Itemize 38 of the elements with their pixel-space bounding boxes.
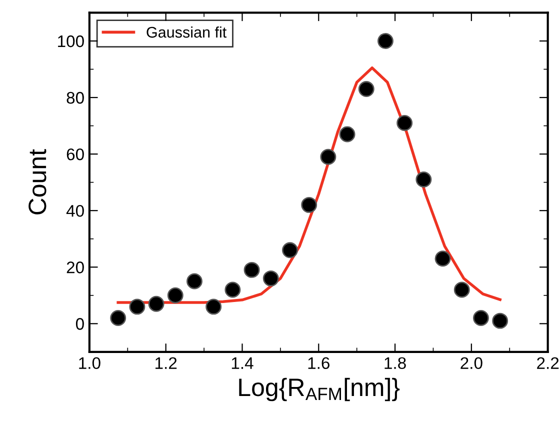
point [244, 262, 260, 278]
x-tick-label: 1.0 [79, 357, 100, 370]
point [282, 242, 298, 258]
point [301, 196, 318, 213]
point [492, 312, 508, 329]
point [416, 172, 432, 188]
legend-label: Gaussian fit [146, 26, 227, 38]
point [320, 148, 336, 165]
point [396, 114, 413, 131]
y-tick-label: 20 [66, 262, 84, 274]
point [148, 296, 164, 312]
point [358, 81, 374, 98]
y-tick-label: 100 [58, 35, 84, 48]
point [262, 270, 279, 286]
point [186, 273, 202, 290]
point [110, 310, 126, 326]
y-tick-label: 0 [76, 318, 84, 330]
x-tick-label: 2.2 [537, 357, 559, 369]
y-tick-label: 40 [66, 204, 84, 217]
point [472, 310, 489, 326]
x-axis-title: Log{R$_{AFM}$[nm]} [239, 378, 400, 402]
y-axis-title: Count [28, 149, 46, 214]
line-series [116, 66, 502, 304]
point [224, 282, 241, 298]
x-tick-label: 1.2 [156, 357, 177, 369]
x-tick-label: 1.6 [308, 357, 330, 370]
y-tick-label: 80 [66, 92, 84, 104]
x-tick-label: 1.4 [232, 357, 254, 369]
point [339, 126, 356, 142]
point [454, 282, 470, 298]
x-tick-label: 1.8 [384, 357, 406, 370]
point [167, 287, 184, 304]
point [206, 298, 222, 315]
point [129, 298, 146, 315]
x-tick-label: 2.0 [460, 357, 482, 370]
point [434, 250, 451, 267]
y-tick-label: 60 [66, 148, 84, 160]
point [378, 33, 394, 49]
